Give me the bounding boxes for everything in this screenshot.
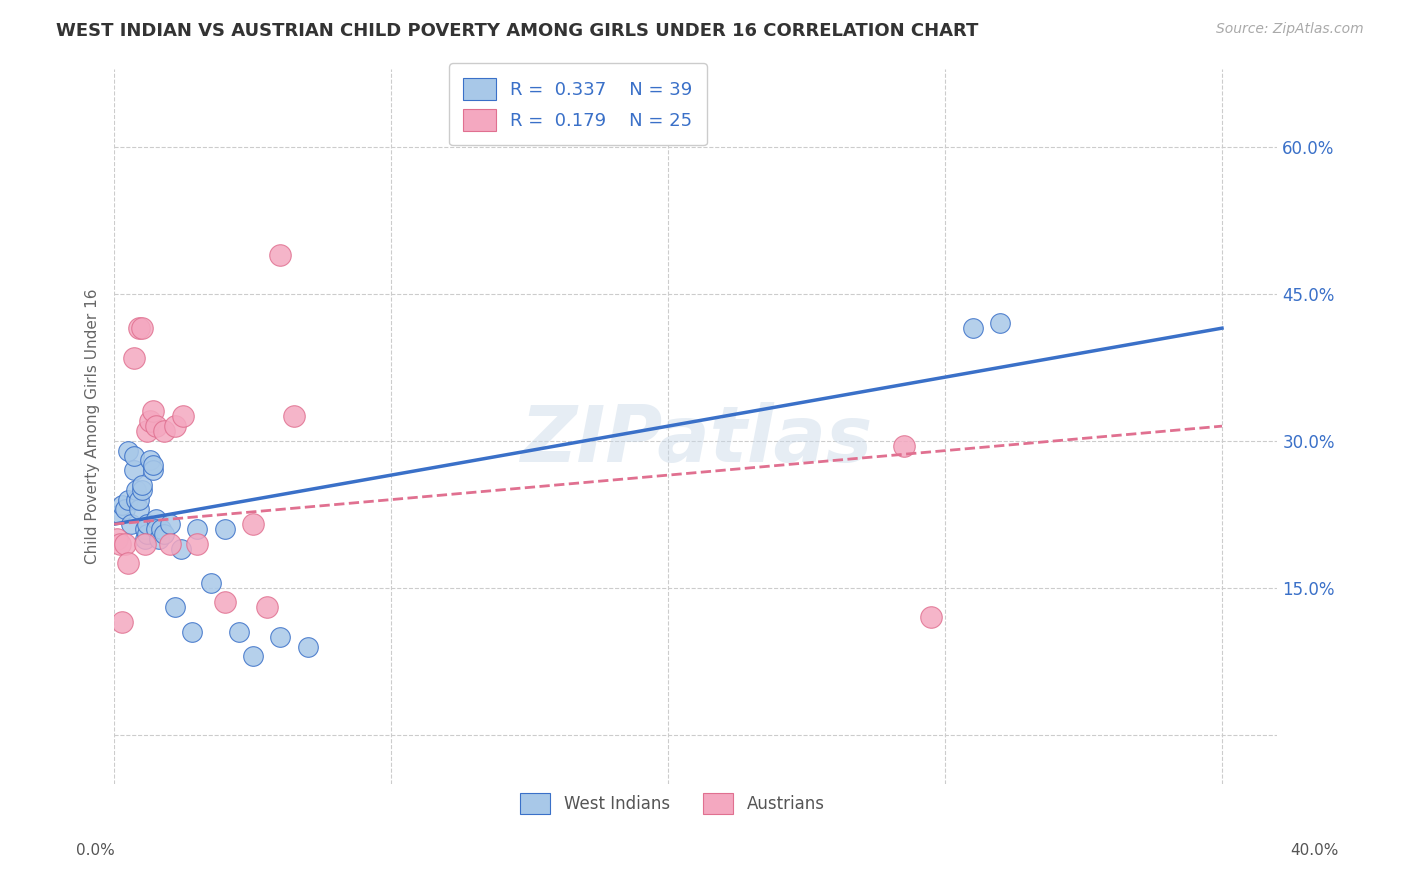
Point	[172, 409, 194, 424]
Point	[136, 424, 159, 438]
Point	[165, 600, 187, 615]
Point	[165, 419, 187, 434]
Point	[125, 492, 148, 507]
Legend: West Indians, Austrians: West Indians, Austrians	[509, 781, 837, 825]
Point	[186, 537, 208, 551]
Text: WEST INDIAN VS AUSTRIAN CHILD POVERTY AMONG GIRLS UNDER 16 CORRELATION CHART: WEST INDIAN VS AUSTRIAN CHILD POVERTY AM…	[56, 22, 979, 40]
Point	[242, 649, 264, 664]
Point	[920, 610, 942, 624]
Point	[893, 439, 915, 453]
Point	[214, 522, 236, 536]
Point	[145, 512, 167, 526]
Point	[186, 522, 208, 536]
Point	[153, 424, 176, 438]
Point	[139, 414, 162, 428]
Point	[148, 532, 170, 546]
Point	[145, 419, 167, 434]
Point	[150, 522, 173, 536]
Point	[214, 595, 236, 609]
Point	[159, 537, 181, 551]
Point	[117, 443, 139, 458]
Point	[139, 453, 162, 467]
Point	[269, 248, 291, 262]
Point	[131, 483, 153, 497]
Text: ZIPatlas: ZIPatlas	[520, 402, 872, 478]
Point	[200, 575, 222, 590]
Text: Source: ZipAtlas.com: Source: ZipAtlas.com	[1216, 22, 1364, 37]
Point	[108, 508, 131, 522]
Point	[128, 492, 150, 507]
Point	[131, 478, 153, 492]
Point	[111, 498, 134, 512]
Point	[114, 537, 136, 551]
Point	[125, 483, 148, 497]
Point	[105, 532, 128, 546]
Point	[153, 527, 176, 541]
Point	[111, 615, 134, 629]
Point	[228, 624, 250, 639]
Point	[108, 537, 131, 551]
Point	[134, 537, 156, 551]
Text: 40.0%: 40.0%	[1291, 843, 1339, 858]
Point	[134, 532, 156, 546]
Point	[120, 517, 142, 532]
Point	[136, 517, 159, 532]
Point	[145, 522, 167, 536]
Point	[283, 409, 305, 424]
Y-axis label: Child Poverty Among Girls Under 16: Child Poverty Among Girls Under 16	[86, 288, 100, 564]
Point	[114, 502, 136, 516]
Point	[128, 321, 150, 335]
Point	[297, 640, 319, 654]
Point	[180, 624, 202, 639]
Point	[142, 458, 165, 473]
Point	[128, 502, 150, 516]
Point	[122, 449, 145, 463]
Text: 0.0%: 0.0%	[76, 843, 115, 858]
Point	[117, 556, 139, 570]
Point	[256, 600, 278, 615]
Point	[242, 517, 264, 532]
Point	[134, 522, 156, 536]
Point	[269, 630, 291, 644]
Point	[122, 463, 145, 477]
Point	[117, 492, 139, 507]
Point	[142, 404, 165, 418]
Point	[136, 527, 159, 541]
Point	[131, 321, 153, 335]
Point	[142, 463, 165, 477]
Point	[990, 316, 1012, 330]
Point	[962, 321, 984, 335]
Point	[122, 351, 145, 365]
Point	[159, 517, 181, 532]
Point	[169, 541, 191, 556]
